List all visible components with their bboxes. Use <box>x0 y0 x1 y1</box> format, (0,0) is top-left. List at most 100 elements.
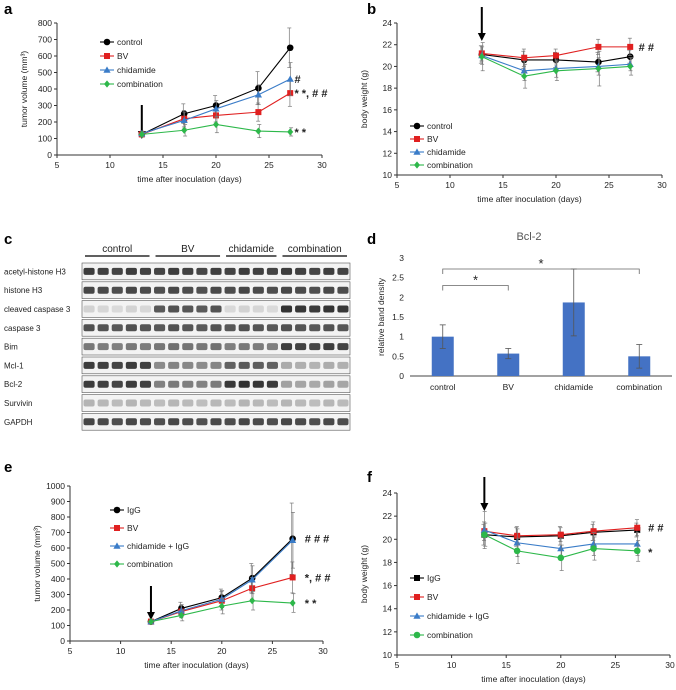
data-point <box>627 43 634 50</box>
blot-band <box>224 305 236 313</box>
blot-band <box>154 324 166 332</box>
data-point <box>521 72 528 80</box>
blot-band <box>337 380 349 388</box>
blot-band <box>83 267 95 275</box>
blot-row-acetyl-histone-h3: acetyl-histone H3 <box>4 262 351 281</box>
y-tick-label: 400 <box>51 574 65 584</box>
data-point <box>633 540 641 547</box>
legend-marker <box>104 53 110 59</box>
y-tick-label: 16 <box>383 581 393 591</box>
blot-band <box>154 380 166 388</box>
blot-band <box>280 305 293 313</box>
significance-annotation: * *, # # <box>294 88 327 100</box>
data-point <box>218 602 225 610</box>
series-combination <box>478 42 634 89</box>
data-point <box>553 52 559 59</box>
legend-marker <box>114 525 120 531</box>
y-tick-label: 200 <box>51 605 65 615</box>
data-point <box>289 536 297 543</box>
blot-band <box>196 267 208 275</box>
blot-band <box>83 361 95 369</box>
x-tick-label: 5 <box>55 160 60 170</box>
blot-band <box>280 267 293 275</box>
blot-band <box>83 324 95 332</box>
data-point <box>212 105 220 112</box>
blot-band <box>238 361 250 369</box>
chart-title: Bcl-2 <box>516 231 541 243</box>
blot-band <box>295 324 307 332</box>
legend-label: BV <box>117 51 129 61</box>
y-tick-label: 300 <box>51 590 65 600</box>
blot-band <box>309 343 321 351</box>
data-point <box>254 91 262 98</box>
blot-band <box>280 286 293 294</box>
y-tick-label: 3 <box>399 253 404 263</box>
x-tick-label: 15 <box>501 660 511 670</box>
blot-band <box>309 418 321 426</box>
blot-band <box>295 343 307 351</box>
x-tick-label: combination <box>616 382 662 392</box>
blot-row-mcl-1: Mcl-1 <box>4 356 351 375</box>
blot-band <box>323 361 335 369</box>
panel-label: f <box>367 469 373 486</box>
blot-band <box>323 324 335 332</box>
blot-band <box>252 286 264 294</box>
blot-band <box>238 380 250 388</box>
blot-band <box>295 361 307 369</box>
blot-band <box>196 399 208 407</box>
blot-band <box>154 267 166 275</box>
blot-band <box>224 380 236 388</box>
blot-band <box>168 324 180 332</box>
blot-band <box>154 418 166 426</box>
blot-band <box>83 380 95 388</box>
x-tick-label: 15 <box>158 160 168 170</box>
blot-band <box>210 399 222 407</box>
y-tick-label: 900 <box>51 497 65 507</box>
blot-band <box>323 399 335 407</box>
data-point <box>513 547 521 555</box>
blot-band <box>266 324 278 332</box>
blot-band <box>280 418 293 426</box>
arrow-head <box>480 503 489 511</box>
blot-band <box>182 418 194 426</box>
data-point <box>481 531 488 538</box>
blot-band <box>309 324 321 332</box>
y-tick-label: 800 <box>51 512 65 522</box>
x-axis-label: time after inoculation (days) <box>481 674 586 684</box>
x-tick-label: 5 <box>68 646 73 656</box>
blot-band <box>97 286 109 294</box>
legend-label: IgG <box>427 573 441 583</box>
blot-band <box>210 267 222 275</box>
blot-band <box>323 343 335 351</box>
significance-annotation: * <box>648 547 653 559</box>
blot-band <box>139 286 152 294</box>
y-tick-label: 12 <box>383 148 393 158</box>
blot-band <box>309 286 321 294</box>
blot-band <box>280 343 293 351</box>
x-tick-label: 10 <box>116 646 126 656</box>
blot-band <box>154 361 166 369</box>
blot-band <box>125 361 137 369</box>
legend-marker <box>113 542 121 549</box>
data-point <box>627 62 634 71</box>
blot-band <box>196 418 208 426</box>
y-tick-label: 1000 <box>46 481 65 491</box>
y-tick-label: 12 <box>383 627 393 637</box>
blot-band <box>111 324 123 332</box>
data-point <box>521 54 528 61</box>
legend-label: control <box>427 121 453 131</box>
legend-label: BV <box>427 134 439 144</box>
blot-row-bim: Bim <box>4 337 351 356</box>
bar <box>497 353 520 376</box>
blot-band <box>111 305 123 313</box>
blot-band <box>196 286 208 294</box>
blot-band <box>280 361 293 369</box>
blot-band <box>238 305 250 313</box>
blot-band <box>125 286 137 294</box>
blot-row-cleaved-caspase-3: cleaved caspase 3 <box>4 300 351 318</box>
blot-band <box>295 267 307 275</box>
blot-band <box>83 418 95 426</box>
x-tick-label: 15 <box>166 646 176 656</box>
legend-label: control <box>117 37 143 47</box>
